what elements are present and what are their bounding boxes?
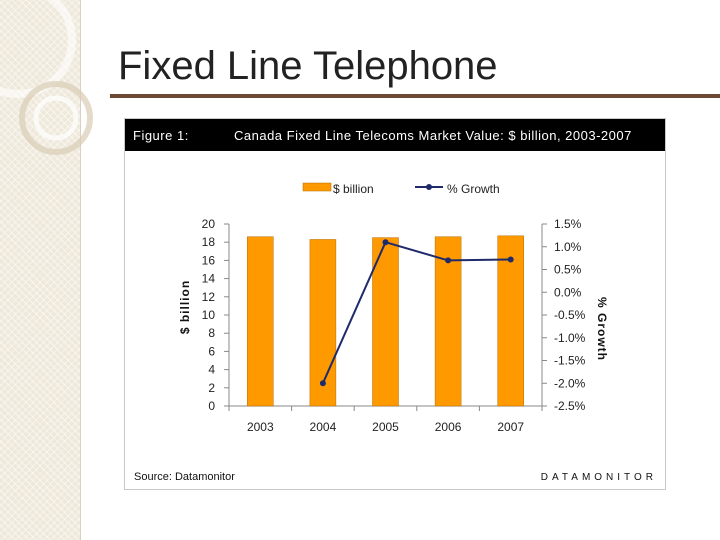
y2-tick-label: -0.5%	[554, 308, 586, 322]
bar	[247, 236, 274, 407]
y2-tick-label: 1.5%	[554, 217, 582, 231]
growth-point	[445, 257, 452, 264]
figure-label: Figure 1:	[133, 128, 189, 143]
growth-line	[321, 240, 511, 384]
bar	[309, 239, 337, 407]
x-tick-label: 2007	[497, 420, 524, 434]
y2-tick-label: 0.5%	[554, 263, 582, 277]
side-band-divider	[80, 0, 81, 540]
y-tick-label: 0	[208, 399, 215, 413]
y-tick-label: 20	[202, 217, 216, 231]
chart-header-bar: Figure 1: Canada Fixed Line Telecoms Mar…	[125, 119, 665, 151]
publisher-brand: DATAMONITOR	[540, 472, 657, 483]
y-tick-label: 6	[208, 344, 215, 358]
growth-point	[382, 239, 389, 246]
y2-tick-label: 1.0%	[554, 240, 582, 254]
y-axis-title: $ billion	[178, 280, 192, 334]
legend-label-line: % Growth	[447, 182, 500, 196]
x-tick-label: 2005	[372, 420, 399, 434]
y2-tick-label: -2.5%	[554, 399, 586, 413]
legend-swatch-marker	[426, 184, 432, 190]
x-tick-label: 2003	[247, 420, 274, 434]
bar	[372, 237, 399, 407]
y-tick-label: 8	[208, 326, 215, 340]
y-tick-label: 10	[202, 308, 216, 322]
legend-label-bar: $ billion	[333, 182, 374, 196]
x-tick-label: 2006	[435, 420, 462, 434]
y-tick-label: 18	[202, 235, 216, 249]
chart-legend: $ billion % Growth	[302, 182, 500, 196]
legend-swatch-bar	[302, 182, 332, 192]
decorative-circles	[0, 0, 93, 155]
y-tick-label: 16	[202, 253, 216, 267]
bar	[434, 236, 462, 407]
title-underline	[110, 94, 720, 98]
chart-plot: $ billion % Growth 0 2 4 6 8 10 12 14 16 18 20 -2.5%…	[178, 182, 609, 434]
x-tick-label: 2004	[310, 420, 337, 434]
y2-tick-label: -1.5%	[554, 354, 586, 368]
y-tick-label: 12	[202, 290, 216, 304]
y-tick-label: 4	[208, 363, 215, 377]
chart-title: Canada Fixed Line Telecoms Market Value:…	[234, 128, 632, 143]
y-tick-label: 14	[202, 272, 216, 286]
growth-point	[319, 380, 326, 387]
growth-point	[507, 256, 514, 263]
bar	[497, 235, 524, 407]
y-tick-label: 2	[208, 381, 215, 395]
y2-tick-label: -2.0%	[554, 376, 586, 390]
y2-axis-title: % Growth	[595, 297, 609, 361]
slide-title: Fixed Line Telephone	[118, 44, 498, 88]
chart-source: Source: Datamonitor	[134, 471, 235, 483]
chart-panel: Figure 1: Canada Fixed Line Telecoms Mar…	[124, 118, 666, 490]
y2-tick-label: -1.0%	[554, 331, 586, 345]
y2-tick-label: 0.0%	[554, 285, 582, 299]
